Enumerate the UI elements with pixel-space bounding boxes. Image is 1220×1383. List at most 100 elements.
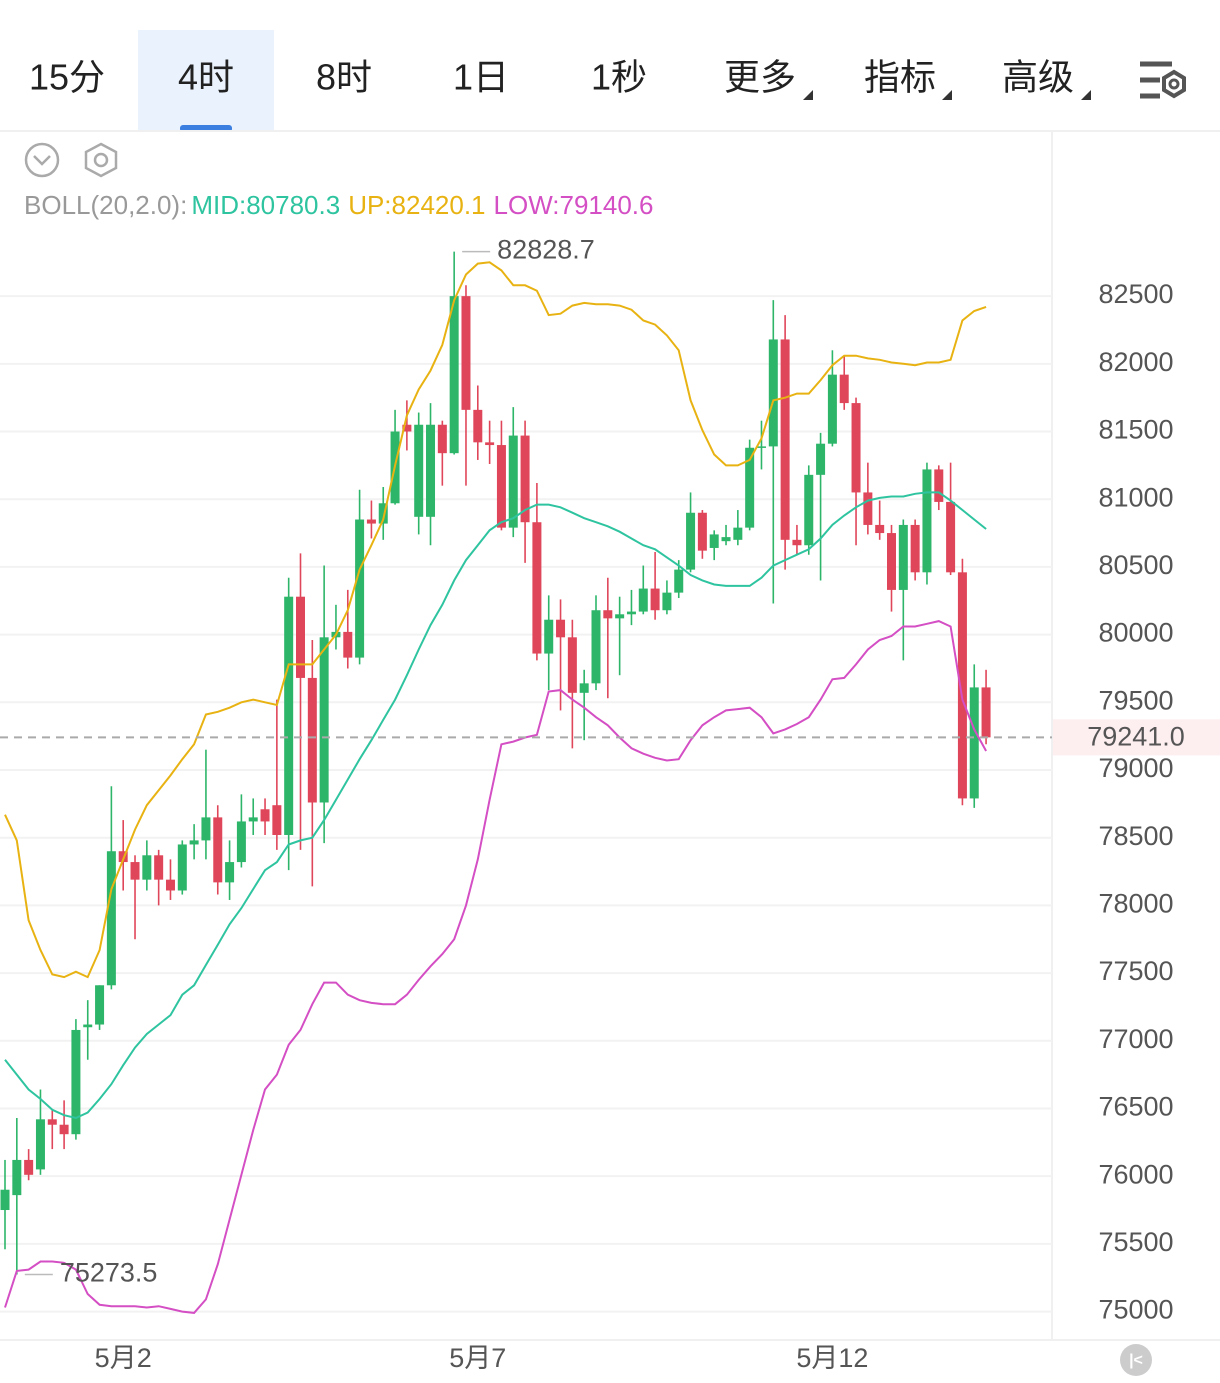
candle-body bbox=[296, 596, 305, 678]
tab[interactable]: 指标 bbox=[864, 57, 936, 98]
candle-body bbox=[851, 403, 861, 493]
candle-body bbox=[355, 519, 365, 658]
candle-body bbox=[177, 844, 187, 891]
candle-body bbox=[426, 424, 436, 517]
candle-body bbox=[24, 1159, 34, 1175]
y-tick-label: 78500 bbox=[1098, 821, 1173, 851]
y-tick-label: 78000 bbox=[1098, 889, 1173, 919]
settings-icon[interactable] bbox=[1140, 61, 1186, 99]
y-tick-label: 81500 bbox=[1098, 415, 1173, 445]
candle-body bbox=[496, 445, 506, 528]
candle-body bbox=[165, 879, 175, 891]
candle-body bbox=[969, 687, 979, 799]
legend-entry: MID:80780.3 bbox=[191, 190, 340, 220]
candle-body bbox=[721, 537, 731, 542]
indicator-legend: BOLL(20,2.0): MID:80780.3 UP:82420.1 LOW:79… bbox=[24, 190, 653, 220]
tab[interactable]: 高级 bbox=[1002, 57, 1074, 98]
candle-body bbox=[756, 446, 766, 448]
x-tick-label: 5月7 bbox=[449, 1343, 506, 1373]
chart-tools[interactable] bbox=[24, 142, 118, 178]
indicator-label: BOLL(20,2.0): bbox=[24, 190, 187, 220]
y-tick-label: 76000 bbox=[1098, 1159, 1173, 1189]
candle-body bbox=[35, 1119, 45, 1170]
candle-body bbox=[201, 817, 211, 841]
candle-body bbox=[473, 409, 483, 443]
tab[interactable]: 1秒 bbox=[591, 57, 647, 98]
candle-body bbox=[827, 374, 837, 444]
dropdown-marks bbox=[803, 90, 1091, 100]
x-tick-label: 5月12 bbox=[796, 1343, 868, 1373]
last-price-label: 79241.0 bbox=[1087, 721, 1185, 751]
y-tick-label: 77000 bbox=[1098, 1024, 1173, 1054]
candle-body bbox=[686, 512, 696, 570]
candle-body bbox=[47, 1119, 57, 1125]
y-tick-label: 82000 bbox=[1098, 347, 1173, 377]
y-tick-label: 81000 bbox=[1098, 482, 1173, 512]
x-tick-label: 5月2 bbox=[95, 1343, 152, 1373]
candle-body bbox=[650, 588, 660, 611]
candle-body bbox=[910, 524, 920, 573]
candle-body bbox=[946, 501, 956, 573]
candle-body bbox=[839, 374, 849, 404]
extreme-label: 75273.5 bbox=[60, 1258, 158, 1288]
candle-body bbox=[768, 339, 778, 447]
candle-body bbox=[0, 1189, 10, 1211]
tab[interactable]: 4时 bbox=[178, 57, 234, 98]
y-tick-label: 75500 bbox=[1098, 1227, 1173, 1257]
candle-body bbox=[981, 687, 991, 738]
candle-body bbox=[579, 683, 589, 693]
candle-body bbox=[378, 503, 388, 524]
candle-body bbox=[402, 424, 412, 432]
candle-body bbox=[780, 339, 790, 540]
candle-body bbox=[922, 469, 932, 573]
tab[interactable]: 15分 bbox=[29, 57, 105, 98]
candle-body bbox=[957, 572, 967, 799]
candle-body bbox=[697, 512, 707, 551]
candle-body bbox=[83, 1024, 93, 1028]
candle-body bbox=[319, 637, 329, 803]
candle-body bbox=[12, 1159, 22, 1196]
y-tick-label: 76500 bbox=[1098, 1092, 1173, 1122]
candle-body bbox=[485, 442, 495, 446]
candle-body bbox=[307, 677, 317, 803]
indicator-line bbox=[4, 261, 987, 979]
timeframe-tabs: 15分 4时 8时 1日 1秒 更多 指标 高级 bbox=[29, 30, 1074, 132]
y-tick-label: 79500 bbox=[1098, 685, 1173, 715]
candle-body bbox=[343, 631, 353, 658]
candle-body bbox=[792, 539, 802, 546]
candle-body bbox=[591, 610, 601, 684]
candle-body bbox=[662, 592, 672, 611]
candle-body bbox=[567, 637, 577, 693]
kline-toggle[interactable]: |< bbox=[1120, 1344, 1152, 1376]
last-price-bg bbox=[1053, 719, 1220, 756]
candle-body bbox=[638, 588, 648, 612]
candle-body bbox=[260, 809, 270, 822]
candle-body bbox=[544, 619, 554, 654]
candle-body bbox=[508, 435, 518, 528]
dropdown-mark bbox=[1081, 90, 1091, 100]
y-tick-label: 80500 bbox=[1098, 550, 1173, 580]
candle-body bbox=[71, 1029, 81, 1135]
indicator-line bbox=[4, 491, 987, 1120]
candle-body bbox=[118, 851, 128, 863]
candle-body bbox=[556, 619, 566, 638]
tab[interactable]: 8时 bbox=[316, 57, 372, 98]
candle-body bbox=[437, 424, 447, 454]
candle-body bbox=[225, 862, 235, 883]
candle-body bbox=[213, 817, 223, 883]
svg-text:|<: |< bbox=[1129, 1352, 1143, 1369]
candle-body bbox=[284, 596, 294, 835]
tab-selected-bg bbox=[138, 30, 274, 131]
candle-body bbox=[106, 851, 116, 986]
candle-body bbox=[95, 985, 105, 1025]
candle-body bbox=[615, 614, 625, 619]
candle-body bbox=[674, 569, 684, 593]
candle-body bbox=[272, 805, 282, 835]
candle-body bbox=[142, 855, 152, 880]
tab[interactable]: 更多 bbox=[724, 57, 796, 98]
y-tick-label: 79000 bbox=[1098, 753, 1173, 783]
indicator-line bbox=[4, 620, 987, 1314]
tab[interactable]: 1日 bbox=[453, 57, 509, 98]
